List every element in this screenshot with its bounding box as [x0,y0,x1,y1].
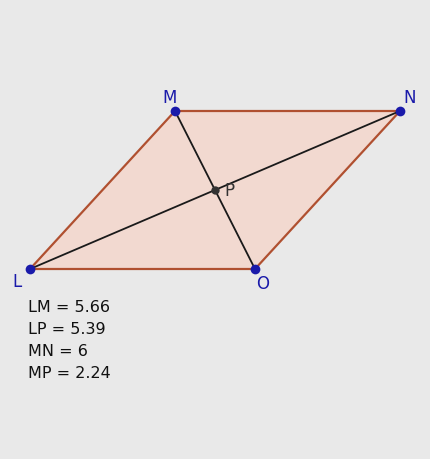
Text: P: P [224,182,234,200]
Text: M: M [163,89,177,107]
Text: N: N [404,89,416,107]
Text: O: O [257,274,270,292]
Text: LP = 5.39: LP = 5.39 [28,322,106,337]
Text: LM = 5.66: LM = 5.66 [28,300,110,315]
Text: MN = 6: MN = 6 [28,344,88,359]
Text: L: L [12,272,22,291]
Polygon shape [30,112,400,269]
Text: MP = 2.24: MP = 2.24 [28,366,111,381]
